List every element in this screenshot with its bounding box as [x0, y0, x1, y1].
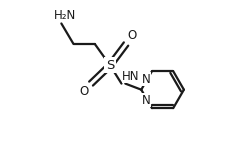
Text: H₂N: H₂N — [54, 9, 76, 22]
Text: S: S — [106, 59, 114, 72]
Text: HN: HN — [122, 70, 140, 83]
Text: N: N — [142, 94, 150, 107]
Text: O: O — [128, 29, 137, 42]
Text: N: N — [142, 73, 150, 86]
Text: O: O — [79, 85, 89, 98]
